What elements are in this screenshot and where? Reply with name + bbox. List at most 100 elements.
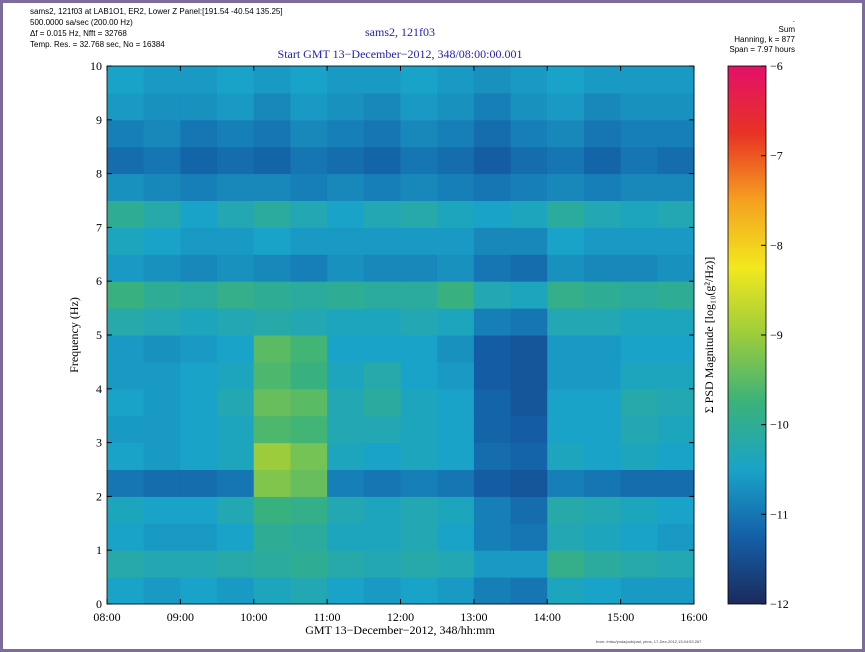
heatmap-cell [657,308,695,336]
heatmap-cell [217,577,255,605]
heatmap-cell [583,577,622,605]
heatmap-cell [253,66,291,94]
heatmap-cell [510,496,548,524]
heatmap-cell [290,200,328,228]
heatmap-cell [437,254,475,282]
heatmap-cell [657,200,695,228]
heatmap-cell [107,388,145,417]
heatmap-cell [327,173,365,201]
heatmap-cell [583,119,622,148]
heatmap-cell [657,523,695,551]
heatmap-cell [290,308,328,336]
heatmap-cell [547,66,585,94]
heatmap-cell [217,200,255,228]
heatmap-cell [217,146,255,175]
heatmap-cell [657,496,695,524]
heatmap-cell [657,415,695,444]
heatmap-cell [363,119,401,148]
heatmap-cell [143,415,181,444]
heatmap-cell [510,361,548,390]
heatmap-cell [583,469,622,497]
heatmap-cell [620,388,658,417]
heatmap-cell [657,146,695,175]
heatmap-cell [363,227,401,255]
heatmap-cell [583,442,622,470]
heatmap-cell [290,146,328,175]
heatmap-cell [620,254,658,282]
heatmap-cell [583,550,622,578]
heatmap-cell [180,496,218,524]
colorbar-tick-label: −10 [770,418,789,432]
heatmap-cell [583,281,622,309]
heatmap-cell [657,388,695,417]
heatmap-cell [363,361,401,390]
heatmap-cell [327,388,365,417]
heatmap-cell [657,550,695,578]
heatmap-cell [657,254,695,282]
heatmap-cell [620,335,658,363]
heatmap-cell [290,442,328,470]
heatmap-cell [327,92,365,121]
heatmap-cell [400,442,438,470]
heatmap-cell [620,308,658,336]
heatmap-cell [363,388,401,417]
heatmap-cell [217,308,255,336]
heatmap-cell [400,388,438,417]
heatmap-cell [327,200,365,228]
heatmap-cell [657,335,695,363]
heatmap-cell [180,66,218,94]
heatmap-cell [620,361,658,390]
heatmap-cell [290,281,328,309]
heatmap-cell [143,119,181,148]
y-tick-label: 10 [90,59,102,73]
heatmap-cell [583,361,622,390]
heatmap-cell [180,92,218,121]
x-tick-label: 10:00 [240,610,267,624]
heatmap-cell [620,173,658,201]
heatmap-cell [253,388,291,417]
heatmap-cell [620,523,658,551]
heatmap-cell [253,281,291,309]
colorbar-tick-label: −8 [770,238,783,252]
heatmap-cell [363,308,401,336]
heatmap-cell [143,361,181,390]
heatmap-cell [437,550,475,578]
colorbar-tick-label: −9 [770,328,783,342]
heatmap-cell [143,335,181,363]
heatmap-cell [217,227,255,255]
heatmap-cell [290,119,328,148]
heatmap-cell [400,227,438,255]
colorbar-tick-label: −11 [770,507,788,521]
heatmap-cell [107,254,145,282]
heatmap-cell [510,227,548,255]
heatmap-cell [327,550,365,578]
heatmap-cell [657,469,695,497]
heatmap-cell [437,577,475,605]
x-tick-label: 15:00 [607,610,634,624]
heatmap-cell [657,92,695,121]
heatmap-cell [510,200,548,228]
heatmap-cell [363,173,401,201]
x-tick-label: 08:00 [93,610,120,624]
heatmap-cell [290,523,328,551]
heatmap-cell [510,146,548,175]
heatmap-cell [253,577,291,605]
heatmap-cell [217,415,255,444]
heatmap-cell [107,496,145,524]
heatmap-cell [290,254,328,282]
heatmap-cell [583,66,622,94]
heatmap-cell [327,119,365,148]
heatmap-cell [437,469,475,497]
heatmap-cell [107,361,145,390]
heatmap [107,66,695,605]
heatmap-cell [547,119,585,148]
heatmap-cell [437,92,475,121]
y-tick-label: 6 [96,274,102,288]
y-tick-label: 3 [96,436,102,450]
heatmap-cell [400,173,438,201]
heatmap-cell [143,254,181,282]
heatmap-cell [217,281,255,309]
heatmap-cell [400,119,438,148]
heatmap-cell [400,308,438,336]
heatmap-cell [473,119,512,148]
